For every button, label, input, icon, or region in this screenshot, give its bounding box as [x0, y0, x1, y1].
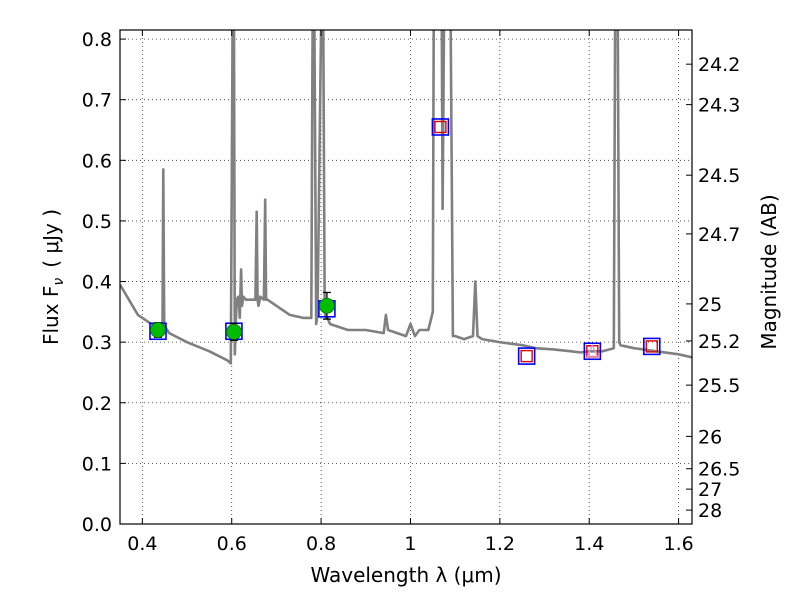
- y-axis-label-unit: ( μJy ): [39, 209, 63, 268]
- model-bandpass-marker: [431, 118, 450, 136]
- y-tick-label: 0.3: [82, 332, 112, 354]
- y-tick-label: 0.4: [82, 272, 112, 294]
- x-tick-label: 1.2: [485, 533, 515, 555]
- y2-tick-label: 24.2: [698, 54, 740, 76]
- y-axis-label-main: Flux F: [39, 286, 63, 345]
- x-tick-label: 1.6: [663, 533, 693, 555]
- y-tick-label: 0.1: [82, 453, 112, 475]
- y-tick-label: 0.6: [82, 150, 112, 172]
- plot-content: [120, 30, 692, 365]
- axis-ticks: 0.4 0.6 0.8 1 1.2 1.4 1.6 0.0 0.1 0.2 0.3 0.4 0.5 0.6…: [82, 29, 741, 555]
- model-bandpass-marker: [583, 342, 602, 361]
- y2-tick-label: 24.5: [698, 165, 740, 187]
- y-axis-label-subscript: ν: [51, 278, 67, 286]
- model-bandpass-marker: [517, 347, 536, 365]
- x-tick-label: 1: [404, 533, 416, 555]
- plot-area: [120, 30, 692, 365]
- predicted-marker: [434, 120, 447, 134]
- predicted-marker: [520, 349, 533, 363]
- y2-tick-label: 26: [698, 426, 722, 448]
- x-tick-label: 1.4: [574, 533, 604, 555]
- y2-tick-label: 25.2: [698, 331, 740, 353]
- upper-limit-marker: [586, 343, 599, 357]
- y-tick-label: 0.2: [82, 393, 112, 415]
- x-tick-label: 0.6: [217, 533, 247, 555]
- observed-point: [150, 322, 166, 338]
- y2-tick-label: 24.3: [698, 95, 740, 117]
- y2-tick-label: 25: [698, 294, 722, 316]
- model-spectrum-line: [120, 30, 692, 365]
- x-tick-label: 0.8: [306, 533, 336, 555]
- y-tick-label: 0.0: [82, 514, 112, 536]
- y-tick-label: 0.8: [82, 29, 112, 51]
- y2-tick-label: 27: [698, 479, 722, 501]
- y2-tick-label: 25.5: [698, 375, 740, 397]
- model-bandpass-marker: [642, 337, 661, 356]
- y2-tick-label: 28: [698, 500, 722, 522]
- plot-frame: [119, 29, 693, 525]
- y2-tick-label: 26.5: [698, 459, 740, 481]
- predicted-marker: [645, 340, 658, 353]
- y2-axis-label: Magnitude (AB): [757, 194, 781, 349]
- observed-point: [226, 323, 242, 340]
- observed-point: [319, 297, 335, 314]
- grid-lines: [120, 30, 692, 525]
- x-axis-label: Wavelength λ (μm): [310, 563, 501, 587]
- x-tick-label: 0.4: [127, 533, 157, 555]
- y-tick-label: 0.7: [82, 90, 112, 112]
- y-tick-label: 0.5: [82, 211, 112, 233]
- y2-tick-label: 24.7: [698, 224, 740, 246]
- y-axis-label: Flux Fν ( μJy ): [39, 209, 67, 345]
